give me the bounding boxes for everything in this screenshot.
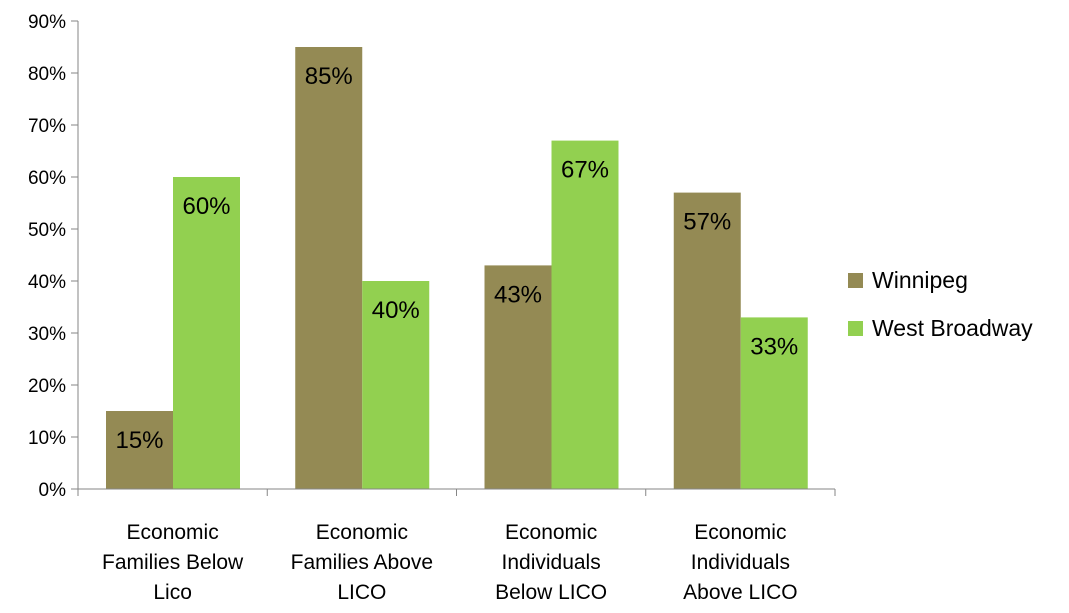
category-label: Economic Families Above LICO: [291, 521, 433, 604]
bar-west-broadway: [362, 281, 430, 489]
category-label: Economic Families Below Lico: [102, 521, 244, 604]
y-tick-label: 50%: [28, 220, 66, 241]
y-tick-label: 40%: [28, 272, 66, 293]
category-labels-group: Economic Families Below Lico Economic Famili…: [102, 521, 798, 604]
category-label: Economic Individuals Above LICO: [683, 521, 797, 604]
legend-label: West Broadway: [872, 315, 1033, 341]
data-labels-group: 15% 60% 85% 40% 43% 67% 57% 33%: [115, 63, 798, 454]
data-label: 43%: [494, 281, 542, 308]
legend-swatch: [848, 273, 863, 288]
bar-winnipeg: [484, 265, 552, 489]
bar-west-broadway: [173, 177, 240, 489]
bar-west-broadway: [740, 317, 808, 489]
legend-swatch: [848, 321, 863, 336]
y-tick-label: 20%: [28, 376, 66, 397]
bar-west-broadway: [551, 140, 619, 489]
data-label: 60%: [182, 193, 230, 220]
bar-winnipeg: [673, 192, 741, 489]
category-label: Economic Individuals Below LICO: [495, 521, 607, 604]
y-tick-label: 80%: [28, 64, 66, 85]
y-tick-label: 70%: [28, 116, 66, 137]
data-label: 40%: [372, 297, 420, 324]
data-label: 15%: [115, 427, 163, 454]
y-ticks-group: 0% 10% 20% 30% 40% 50% 60% 70% 80% 90%: [28, 12, 78, 501]
legend: Winnipeg West Broadway: [848, 267, 1033, 341]
y-tick-label: 30%: [28, 324, 66, 345]
legend-label: Winnipeg: [872, 267, 968, 293]
data-label: 57%: [683, 209, 731, 236]
y-tick-label: 60%: [28, 168, 66, 189]
bar-winnipeg: [295, 47, 363, 489]
x-ticks-group: [77, 489, 836, 496]
data-label: 67%: [561, 157, 609, 184]
data-label: 33%: [750, 333, 798, 360]
data-label: 85%: [305, 63, 353, 90]
bar-winnipeg: [106, 411, 173, 489]
y-tick-label: 90%: [28, 12, 66, 33]
y-tick-label: 0%: [39, 480, 67, 501]
y-tick-label: 10%: [28, 428, 66, 449]
bars-group: [106, 47, 808, 489]
